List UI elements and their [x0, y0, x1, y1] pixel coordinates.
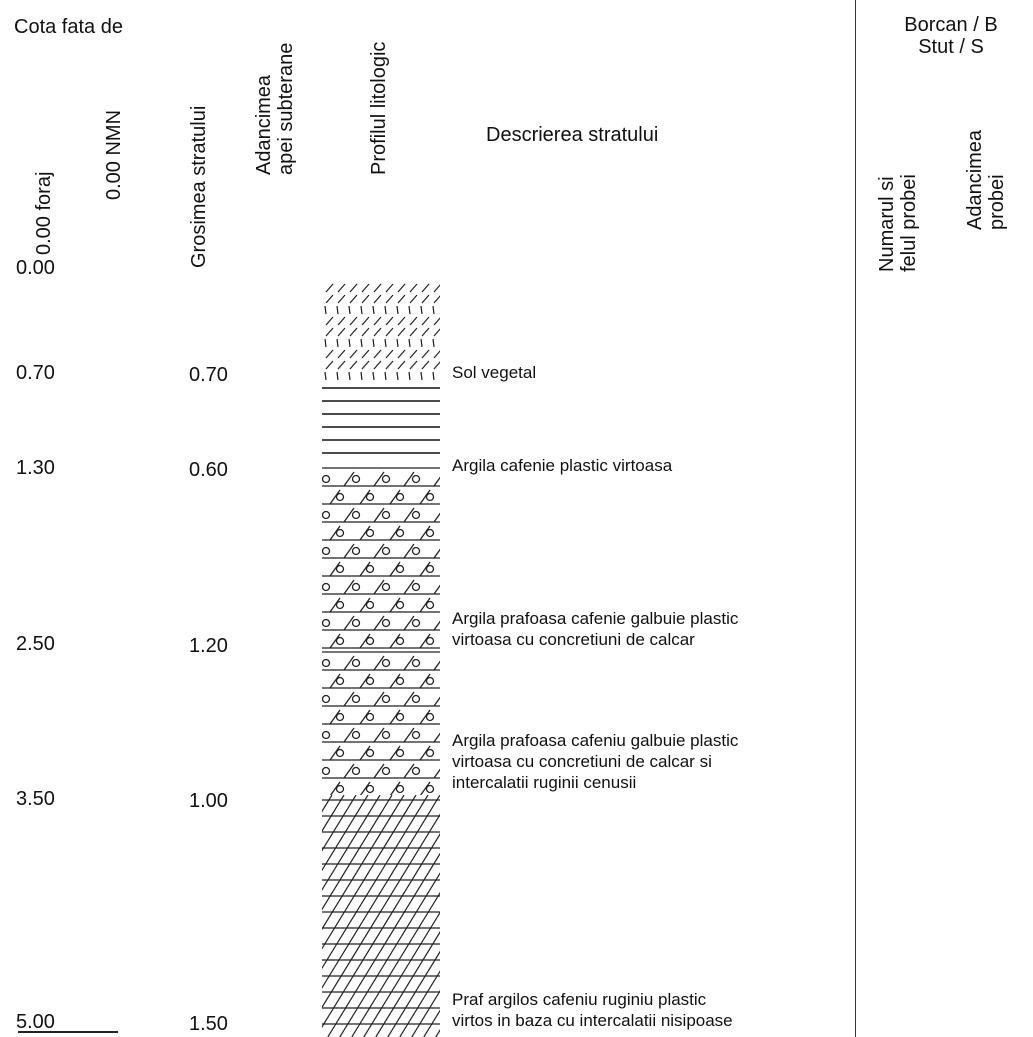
depth-2: 1.30: [16, 457, 55, 479]
thickness-3: 1.20: [189, 635, 228, 657]
layer-clay: [322, 387, 440, 454]
column-separator: [855, 0, 856, 1037]
thickness-1: 0.70: [189, 364, 228, 386]
cota-title: Cota fata de: [14, 16, 123, 38]
depth-0: 0.00: [16, 257, 55, 279]
description-3: Argila prafoasa cafenie galbuie plastic …: [452, 608, 738, 650]
description-1-line-1: Sol vegetal: [452, 363, 537, 382]
description-4-line-1: Argila prafoasa cafeniu galbuie plastic: [452, 731, 739, 750]
description-2-line-1: Argila cafenie plastic virtoasa: [452, 456, 673, 475]
thickness-2: 0.60: [189, 459, 228, 481]
layer-vegetal-soil: [324, 283, 440, 381]
description-5-line-1: Praf argilos cafeniu ruginiu plastic: [452, 990, 707, 1009]
layer-silty-clay-concretions: [322, 467, 440, 649]
description-3-line-1: Argila prafoasa cafenie galbuie plastic: [452, 609, 739, 628]
description-1: Sol vegetal: [452, 362, 536, 383]
depth-1: 0.70: [16, 362, 55, 384]
proba-title: Borcan / B Stut / S: [876, 14, 1026, 58]
depth-5: 5.00: [16, 1011, 55, 1033]
thickness-4: 1.00: [189, 790, 228, 812]
depth-3: 2.50: [16, 633, 55, 655]
description-4: Argila prafoasa cafeniu galbuie plastic …: [452, 730, 738, 793]
proba-title-line1: Borcan / B: [904, 14, 998, 36]
description-5: Praf argilos cafeniu ruginiu plastic vir…: [452, 989, 733, 1031]
layer-clayey-silt: [322, 795, 440, 1037]
depth-4: 3.50: [16, 788, 55, 810]
proba-title-line2: Stut / S: [918, 36, 984, 58]
description-2: Argila cafenie plastic virtoasa: [452, 455, 672, 476]
col-descriere-header: Descrierea stratului: [486, 124, 659, 146]
layer-silty-clay-concretions-rust: [322, 651, 440, 795]
description-5-line-2: virtos in baza cu intercalatii nisipoase: [452, 1011, 733, 1030]
base-line: [18, 1031, 118, 1033]
description-3-line-2: virtoasa cu concretiuni de calcar: [452, 630, 695, 649]
description-4-line-3: intercalatii ruginii cenusii: [452, 773, 637, 792]
description-4-line-2: virtoasa cu concretiuni de calcar si: [452, 752, 712, 771]
thickness-5: 1.50: [189, 1013, 228, 1035]
